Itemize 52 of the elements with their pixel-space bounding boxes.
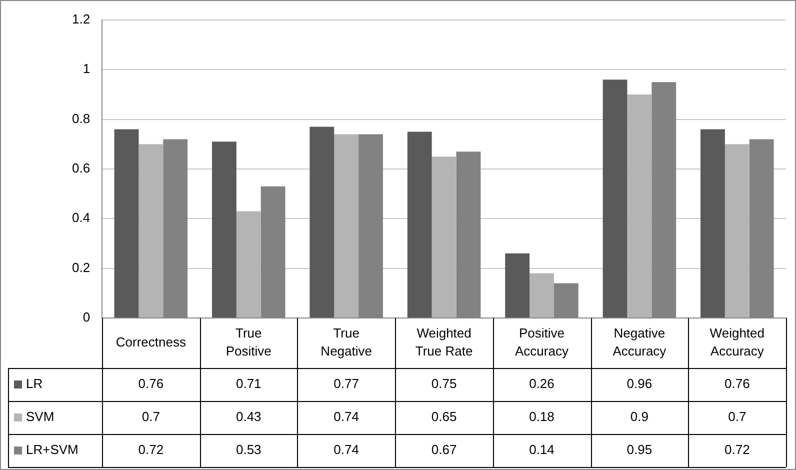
data-label: 0.72 — [138, 442, 164, 458]
bar — [212, 142, 236, 318]
data-label: 0.7 — [728, 409, 746, 424]
y-tick-label: 0.4 — [72, 210, 90, 226]
data-label: 0.43 — [236, 409, 262, 424]
data-label: 0.75 — [431, 376, 457, 392]
data-label: 0.67 — [431, 442, 457, 458]
bar — [334, 134, 359, 318]
y-tick-label: 0 — [82, 310, 90, 325]
data-label: 0.76 — [724, 376, 750, 392]
data-label: 0.76 — [138, 376, 164, 392]
x-tick-label: True Negative — [320, 326, 372, 359]
x-tick-label: Negative Accuracy — [612, 326, 667, 359]
x-tick-label: Weighted True Rate — [415, 326, 473, 359]
data-label: 0.77 — [334, 376, 359, 392]
bar — [602, 80, 628, 318]
bar — [530, 273, 554, 318]
legend-label: LR — [26, 376, 43, 392]
x-tick-label: True Positive — [226, 326, 272, 359]
data-label: 0.26 — [529, 376, 554, 392]
y-tick-label: 0.8 — [72, 110, 90, 126]
data-label: 0.71 — [236, 376, 262, 392]
legend-label: SVM — [26, 409, 54, 424]
data-label: 0.95 — [626, 442, 652, 458]
x-tick-label: Correctness — [116, 334, 186, 350]
data-label: 0.65 — [431, 409, 457, 424]
bar — [114, 129, 139, 318]
y-tick-label: 0.6 — [72, 160, 90, 176]
bar — [505, 253, 530, 318]
bar — [407, 132, 432, 318]
bar — [724, 144, 750, 318]
bar — [236, 211, 261, 318]
data-label: 0.72 — [724, 442, 750, 458]
bar — [432, 156, 456, 318]
data-label: 0.14 — [529, 442, 554, 458]
data-label: 0.74 — [334, 442, 359, 458]
x-tick-label: Weighted Accuracy — [710, 326, 764, 359]
bar — [138, 144, 164, 318]
y-tick-label: 1 — [82, 61, 90, 76]
data-label: 0.74 — [334, 409, 359, 424]
bar — [627, 94, 652, 318]
y-tick-label: 0.2 — [72, 260, 90, 275]
data-label: 0.9 — [630, 409, 648, 424]
legend-label: LR+SVM — [26, 442, 78, 458]
bar — [700, 129, 725, 318]
y-tick-label: 1.2 — [72, 12, 90, 27]
data-label: 0.7 — [142, 409, 160, 424]
data-label: 0.18 — [529, 409, 554, 424]
bar — [310, 126, 334, 318]
x-tick-label: Positive Accuracy — [515, 326, 569, 359]
data-label: 0.53 — [236, 442, 262, 458]
data-label: 0.96 — [626, 376, 652, 392]
